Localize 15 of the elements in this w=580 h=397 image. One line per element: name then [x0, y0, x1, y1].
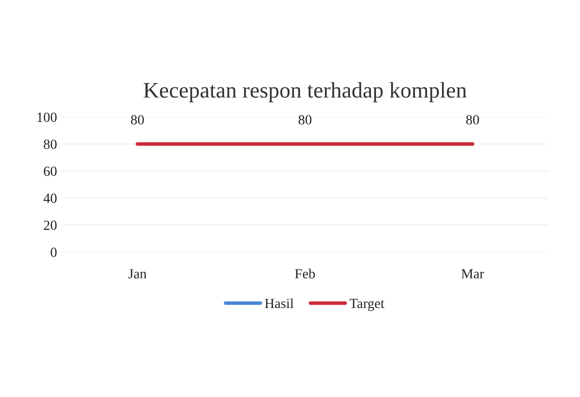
y-tick-label: 20: [44, 220, 57, 230]
y-tick-label: 0: [50, 248, 57, 257]
legend-label: Target: [350, 298, 384, 311]
x-tick-label: Feb: [294, 268, 315, 278]
chart-title: Kecepatan respon terhadap komplen: [144, 82, 467, 102]
data-label: 80: [131, 115, 144, 125]
legend-label: Hasil: [264, 298, 294, 308]
y-tick-label: 40: [44, 194, 57, 203]
data-label: 80: [298, 115, 312, 125]
y-tick-label: 80: [44, 140, 57, 149]
data-label: 80: [466, 115, 479, 125]
x-tick-label: Mar: [461, 269, 484, 278]
y-tick-label: 100: [38, 112, 57, 122]
x-tick-label: Jan: [128, 269, 146, 278]
y-tick-label: 60: [44, 166, 57, 176]
